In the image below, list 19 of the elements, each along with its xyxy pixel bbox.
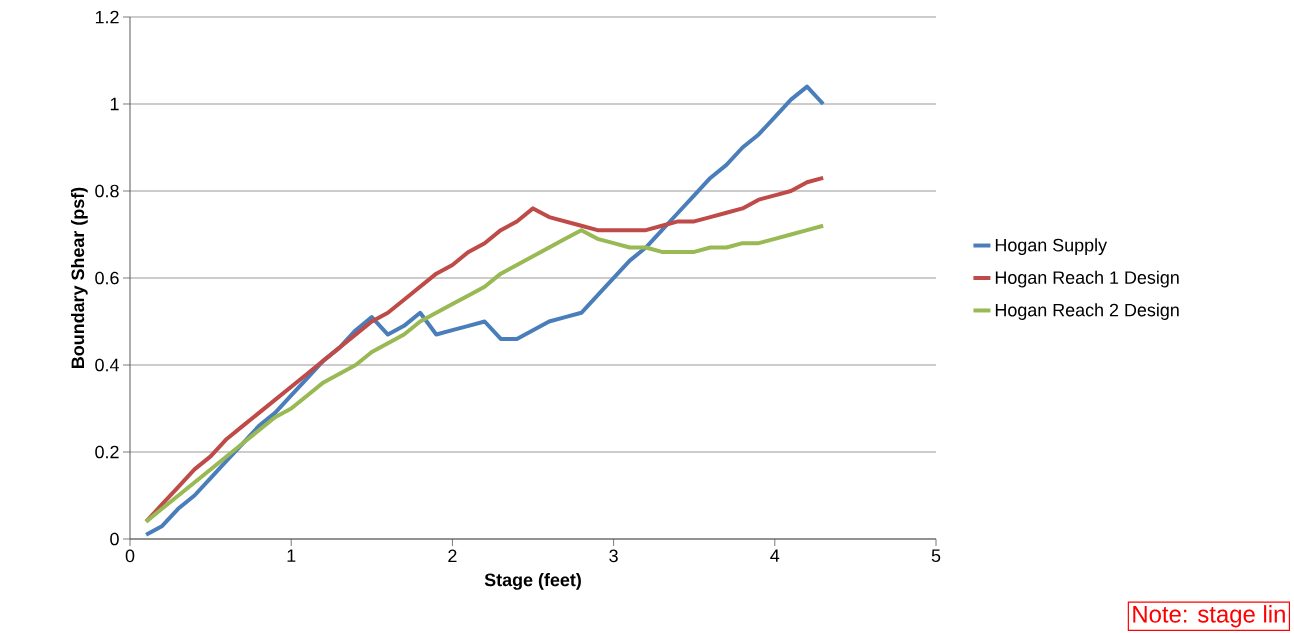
legend-label: Hogan Reach 2 Design	[995, 303, 1179, 320]
legend-label: Hogan Supply	[995, 238, 1108, 255]
y-tick-label: 0	[110, 532, 119, 546]
y-tick-label: 0.6	[95, 271, 119, 285]
y-tick-label: 0.2	[95, 445, 119, 459]
y-tick-label: 0.4	[95, 358, 119, 372]
x-tick-label: 2	[448, 549, 457, 563]
x-tick-label: 1	[287, 549, 296, 562]
x-tick-label: 4	[770, 549, 780, 562]
x-axis-title: Stage (feet)	[484, 573, 581, 590]
y-tick-label: 1.2	[95, 10, 119, 24]
legend-label: Hogan Reach 1 Design	[995, 270, 1179, 288]
y-axis-title: Boundary Shear (psf)	[70, 187, 88, 368]
x-tick-label: 5	[931, 549, 941, 563]
y-tick-label: 1	[110, 97, 119, 111]
y-tick-label: 0.8	[95, 184, 119, 198]
text: Note: stage lin	[1133, 605, 1285, 628]
x-tick-label: 0	[125, 549, 135, 563]
x-tick-label: 3	[609, 549, 618, 563]
